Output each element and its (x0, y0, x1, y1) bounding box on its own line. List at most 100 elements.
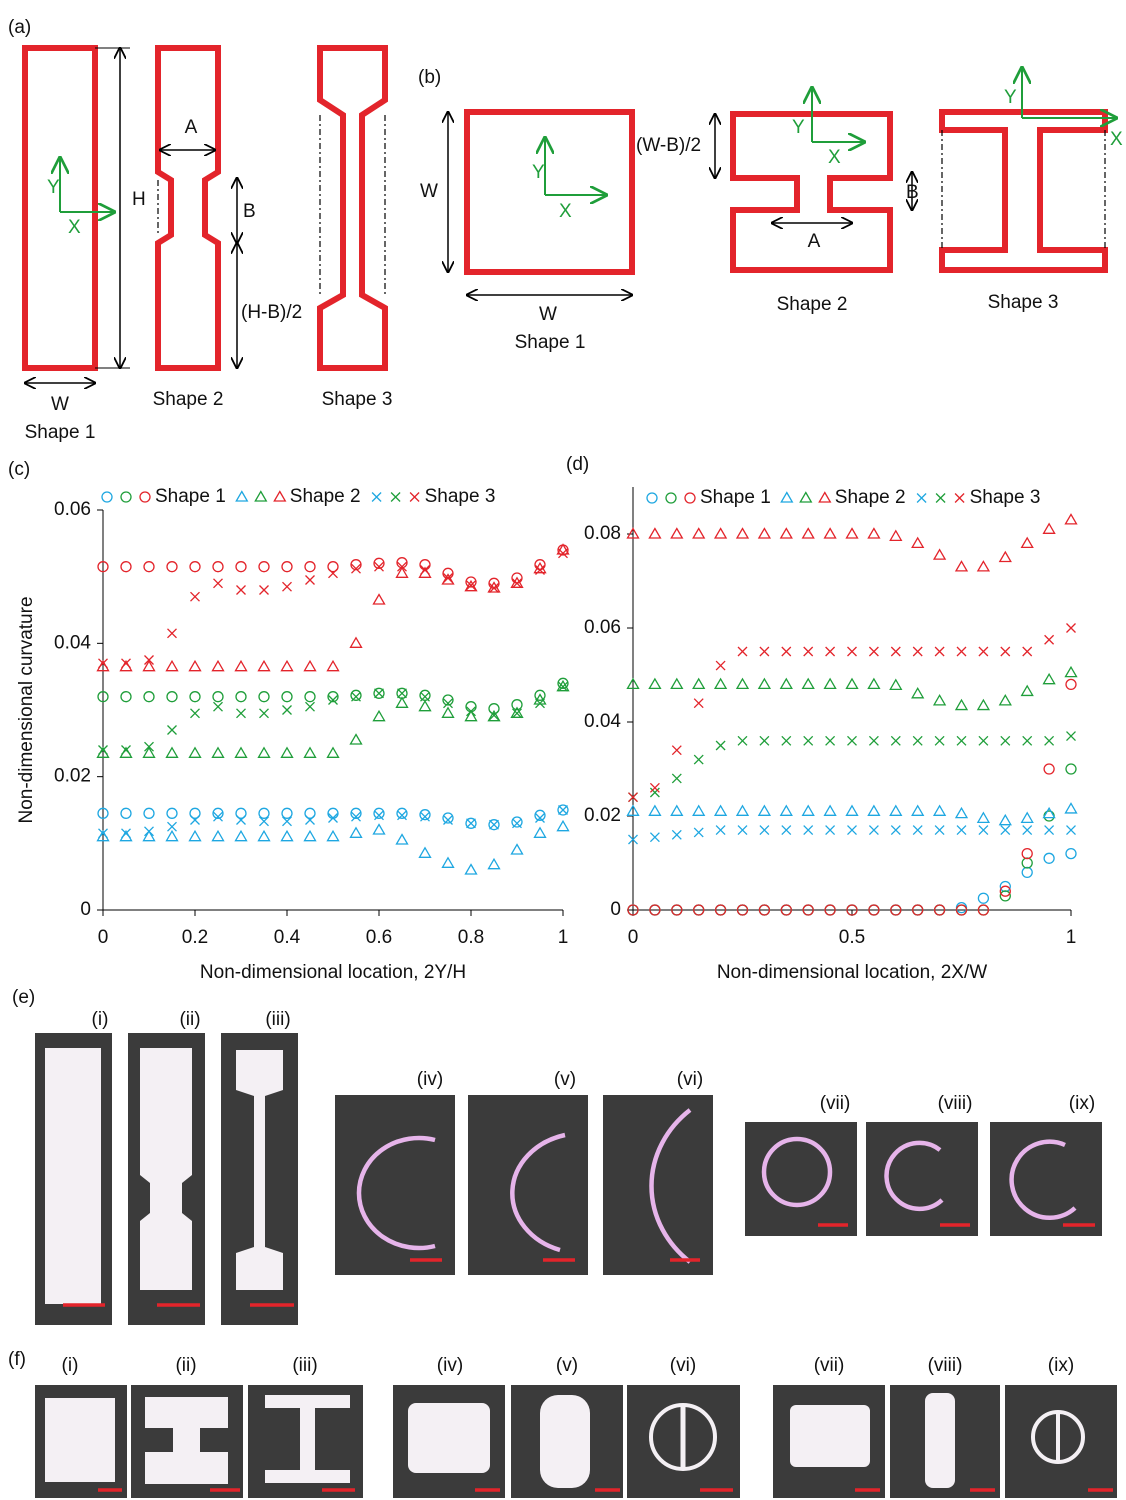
marker (1044, 764, 1054, 774)
sample (140, 1048, 192, 1290)
marker (847, 529, 858, 539)
marker (1044, 811, 1054, 821)
legend-label: Shape 3 (970, 487, 1041, 508)
panel-b: (b) W W Shape 1 Y X (W-B)/2 A B Y X Shap… (418, 67, 1123, 353)
marker (716, 661, 725, 670)
marker (803, 806, 814, 816)
marker (259, 692, 269, 702)
panel-label: (e) (12, 987, 35, 1008)
marker (737, 679, 748, 689)
marker (282, 831, 293, 841)
panel-label: (a) (8, 17, 31, 38)
marker (979, 736, 988, 745)
shape-outline (942, 112, 1105, 270)
photo-label: (iii) (265, 1009, 290, 1030)
photo-label: (iv) (437, 1355, 463, 1376)
marker (781, 679, 792, 689)
marker (956, 700, 967, 710)
marker (168, 822, 177, 831)
shape-label: Shape 1 (25, 422, 96, 443)
marker (374, 711, 385, 721)
y-tick-label: 0.02 (584, 805, 621, 826)
marker (825, 679, 836, 689)
shape-outline (467, 112, 632, 272)
marker (351, 828, 362, 838)
axis-label: X (559, 201, 572, 222)
marker (328, 808, 338, 818)
marker (490, 820, 499, 829)
marker (191, 709, 200, 718)
marker (978, 813, 989, 823)
marker (190, 661, 201, 671)
marker (144, 748, 155, 758)
shape-outline (320, 48, 385, 368)
marker (190, 692, 200, 702)
marker (260, 709, 269, 718)
panel-label: (f) (8, 1349, 26, 1370)
marker (306, 576, 315, 585)
marker (760, 647, 769, 656)
marker (329, 569, 338, 578)
sample (45, 1048, 101, 1304)
marker (1044, 853, 1054, 863)
marker (1067, 624, 1076, 633)
axis-label: X (828, 147, 841, 168)
marker (760, 736, 769, 745)
legend-label: Shape 3 (425, 486, 496, 507)
marker (1001, 736, 1010, 745)
marker (167, 562, 177, 572)
marker (1000, 695, 1011, 705)
marker (536, 814, 545, 823)
marker (1001, 826, 1010, 835)
marker (694, 699, 703, 708)
marker (934, 695, 945, 705)
marker (957, 826, 966, 835)
marker (781, 806, 792, 816)
marker (282, 562, 292, 572)
marker (144, 661, 155, 671)
marker (759, 679, 770, 689)
marker (1045, 826, 1054, 835)
marker (420, 701, 431, 711)
dimension-label: W (539, 304, 557, 325)
axis-label: Y (792, 117, 805, 138)
marker (305, 748, 316, 758)
marker (738, 736, 747, 745)
x-tick-label: 0.2 (182, 927, 208, 948)
marker (912, 538, 923, 548)
axis-label: Y (532, 162, 545, 183)
panel-label: (c) (8, 459, 30, 480)
marker (168, 726, 177, 735)
marker (693, 529, 704, 539)
marker (328, 831, 339, 841)
marker (260, 586, 269, 595)
marker (1066, 514, 1077, 524)
legend-marker (140, 492, 150, 502)
panel-e: (e) (i) (ii) (iii) (iv) (v) (vi) (vii) (… (12, 987, 1102, 1325)
marker (1022, 538, 1033, 548)
marker (1022, 813, 1033, 823)
marker (191, 592, 200, 601)
marker (375, 689, 384, 698)
photo-label: (vi) (670, 1355, 696, 1376)
marker (694, 828, 703, 837)
dimension-label: A (185, 117, 198, 138)
marker (1045, 635, 1054, 644)
marker (890, 531, 901, 541)
dimension-label: W (51, 394, 69, 415)
marker (715, 806, 726, 816)
marker (282, 692, 292, 702)
marker (168, 629, 177, 638)
marker (535, 828, 546, 838)
legend-marker (274, 492, 285, 502)
marker (956, 561, 967, 571)
marker (1044, 674, 1055, 684)
photo-label: (i) (92, 1009, 109, 1030)
y-tick-label: 0 (80, 899, 91, 920)
marker (259, 748, 270, 758)
marker (351, 690, 361, 700)
marker (190, 748, 201, 758)
photo-label: (ii) (175, 1355, 196, 1376)
marker (397, 698, 408, 708)
marker (1022, 686, 1033, 696)
